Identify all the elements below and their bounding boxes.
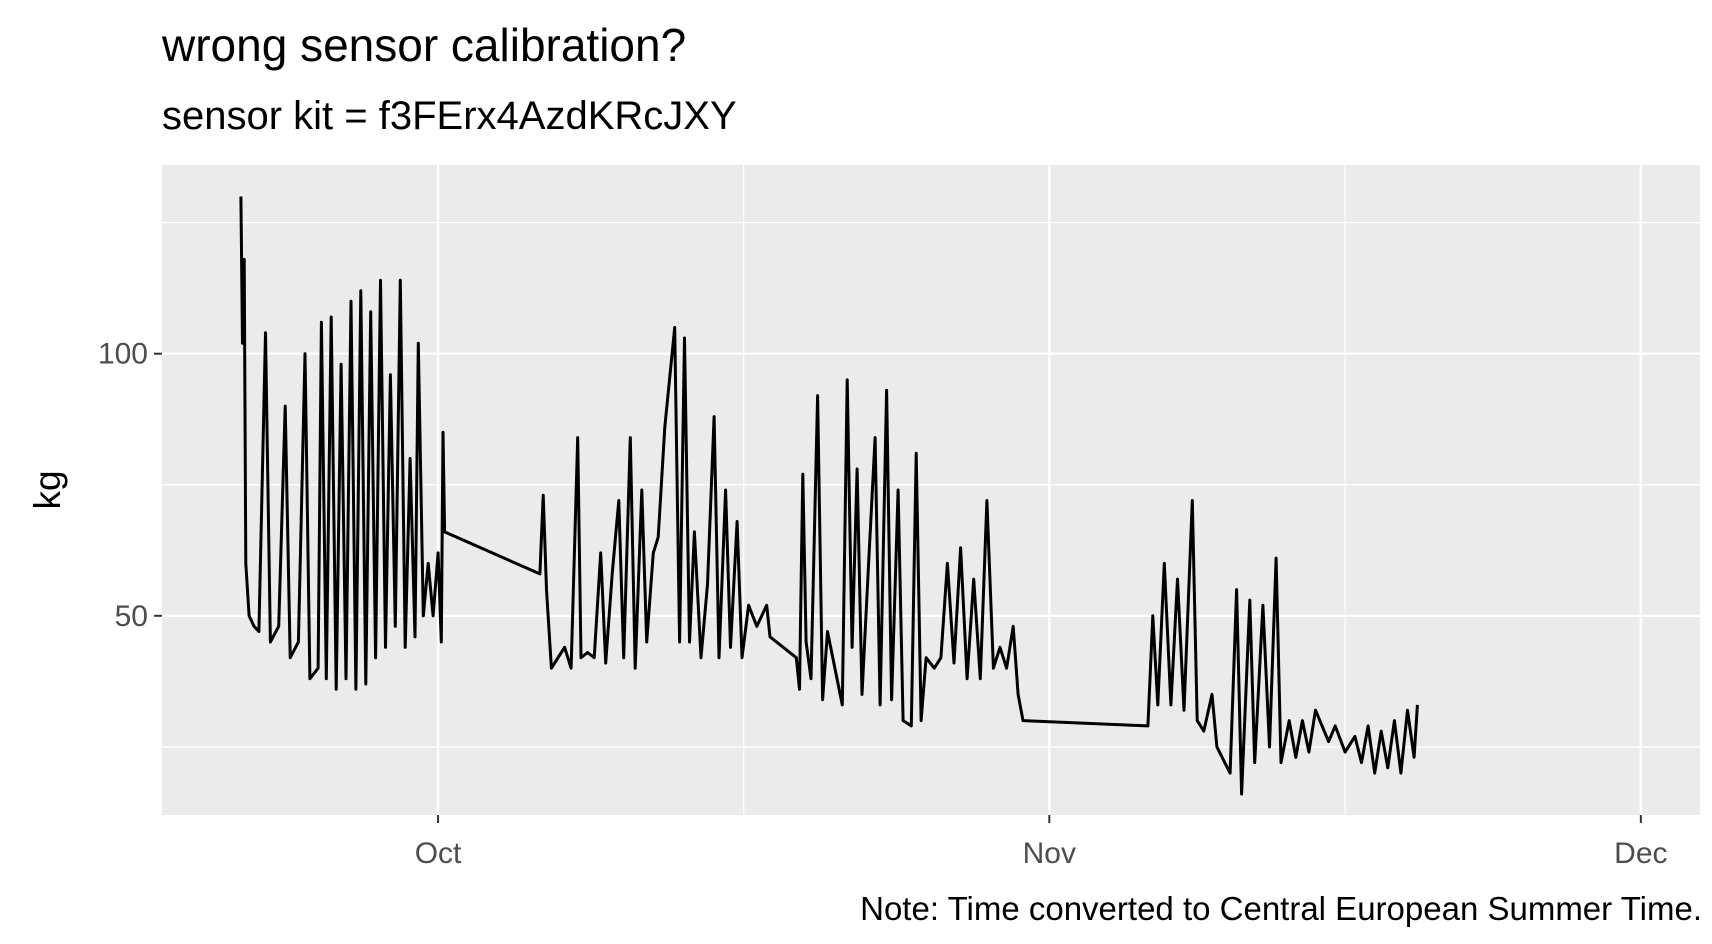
plot-panel [162, 165, 1700, 815]
chart-caption: Note: Time converted to Central European… [860, 890, 1702, 927]
x-tick-label: Nov [1023, 837, 1076, 870]
minor-grid [162, 165, 1700, 815]
series-line [239, 196, 1419, 796]
y-tick-label: 100 [98, 338, 148, 371]
chart-subtitle: sensor kit = f3FErx4AzdKRcJXY [162, 94, 737, 138]
x-tick-label: Dec [1614, 837, 1667, 870]
y-axis: 50 100 [98, 338, 162, 633]
chart-title: wrong sensor calibration? [162, 19, 687, 71]
y-axis-title: kg [27, 470, 68, 509]
y-tick-label: 50 [115, 600, 148, 633]
x-axis: Oct Nov Dec [415, 815, 1668, 870]
x-tick-label: Oct [415, 837, 462, 870]
